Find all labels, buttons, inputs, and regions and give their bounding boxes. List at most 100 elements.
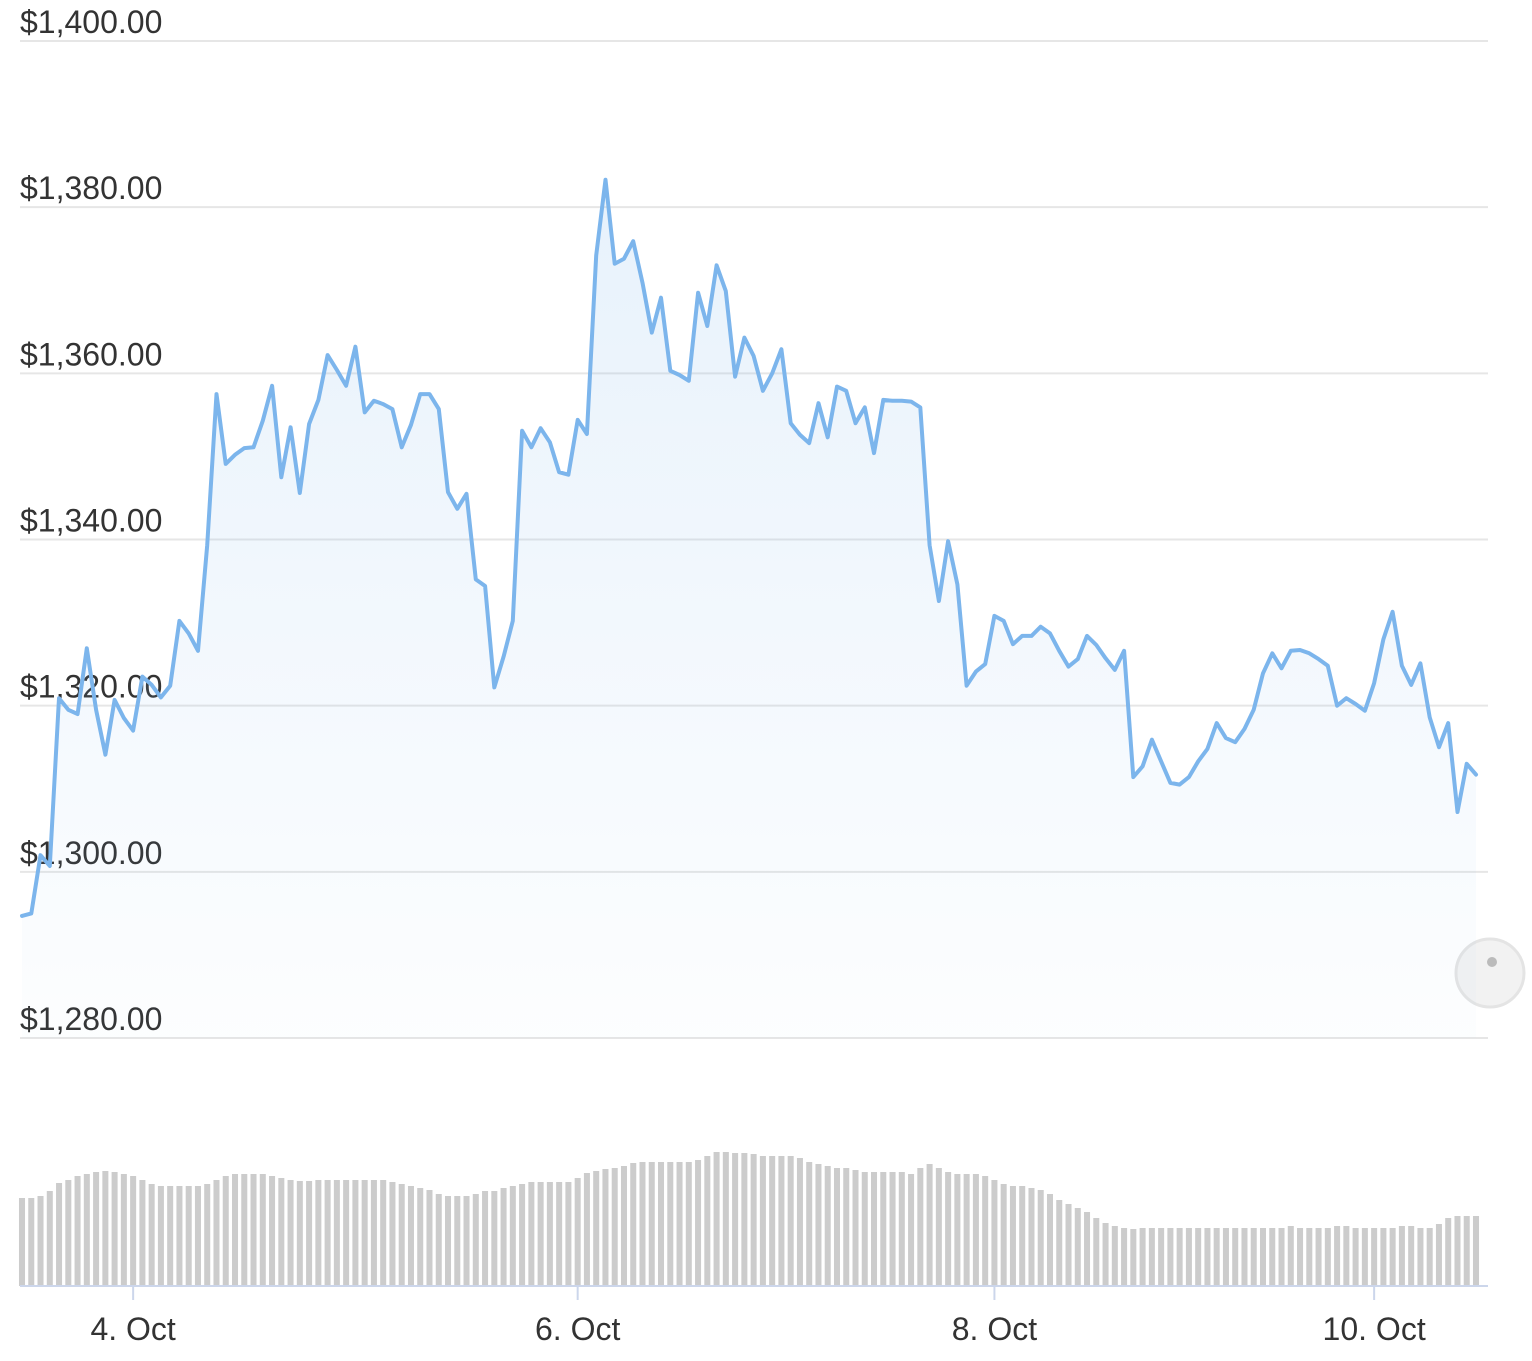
volume-bar (1417, 1228, 1424, 1286)
volume-bar (648, 1162, 655, 1286)
volume-bar (74, 1176, 81, 1286)
volume-bar (241, 1174, 248, 1286)
volume-bar (583, 1173, 590, 1286)
volume-bar (667, 1162, 674, 1286)
volume-bar (806, 1162, 813, 1286)
volume-bar (445, 1196, 452, 1286)
volume-bar (1408, 1226, 1415, 1286)
volume-bar (546, 1182, 553, 1286)
volume-bar (741, 1153, 748, 1286)
volume-bar (398, 1184, 405, 1286)
volume-bar (1278, 1228, 1285, 1286)
volume-bar (1074, 1208, 1081, 1286)
volume-bar (815, 1164, 822, 1286)
volume-bar (704, 1156, 711, 1286)
volume-bar (204, 1184, 211, 1286)
volume-bar (1334, 1226, 1341, 1286)
volume-bar (871, 1172, 878, 1286)
volume-bar (343, 1180, 350, 1286)
volume-bar (93, 1172, 100, 1286)
price-line (20, 177, 1478, 918)
volume-bar (157, 1186, 164, 1286)
volume-bar (1241, 1228, 1248, 1286)
volume-bar (1352, 1228, 1359, 1286)
volume-bar (1102, 1223, 1109, 1286)
volume-bar (1324, 1228, 1331, 1286)
volume-bar (472, 1194, 479, 1286)
volume-bar (389, 1182, 396, 1286)
volume-bar (1297, 1228, 1304, 1286)
volume-bar (130, 1176, 137, 1286)
volume-bar (880, 1172, 887, 1286)
volume-bar (759, 1156, 766, 1286)
volume-bar (231, 1174, 239, 1286)
volume-bar (695, 1160, 702, 1286)
volume-bar (1398, 1226, 1405, 1286)
volume-bar (18, 1198, 26, 1286)
volume-bar (1371, 1228, 1378, 1286)
volume-bar (528, 1182, 535, 1286)
volume-bar (1019, 1186, 1026, 1286)
volume-bar (750, 1154, 757, 1286)
volume-bar (407, 1186, 414, 1286)
volume-bar (361, 1180, 368, 1286)
volume-bar (1121, 1228, 1128, 1286)
volume-bar (1435, 1224, 1442, 1286)
volume-bar (1250, 1228, 1257, 1286)
volume-bar (852, 1170, 859, 1286)
volume-bar (713, 1152, 720, 1286)
volume-bar (1463, 1216, 1470, 1286)
volume-bar (935, 1168, 942, 1286)
volume-bar (1148, 1228, 1155, 1286)
volume-bar (1139, 1228, 1146, 1286)
x-tick-label: 10. Oct (1323, 1311, 1426, 1347)
volume-bar (333, 1180, 340, 1286)
volume-bar (167, 1186, 174, 1286)
volume-bar (1259, 1228, 1267, 1286)
volume-bar (1158, 1228, 1165, 1286)
volume-bar (1287, 1226, 1294, 1286)
volume-bar (56, 1183, 63, 1286)
volume-bar (908, 1174, 915, 1286)
volume-bar (1380, 1228, 1387, 1286)
volume-bar (148, 1184, 155, 1286)
volume-bar (102, 1171, 109, 1286)
volume-bar (1472, 1216, 1480, 1286)
volume-bar (482, 1191, 489, 1286)
volume-bar (139, 1180, 146, 1286)
volume-bar (889, 1172, 896, 1286)
x-tick-label: 6. Oct (535, 1311, 620, 1347)
volume-bar (537, 1182, 544, 1286)
volume-bar (639, 1162, 646, 1286)
volume-bar (1204, 1228, 1211, 1286)
volume-bar (1232, 1228, 1239, 1286)
volume-bar (1389, 1228, 1396, 1286)
area (22, 179, 1476, 1038)
volume-bar (315, 1180, 322, 1286)
volume-bar (620, 1166, 627, 1286)
volume-bar (556, 1182, 563, 1286)
volume-bar (778, 1156, 785, 1286)
volume-bar (898, 1172, 905, 1286)
volume-bar (1454, 1216, 1461, 1286)
volume-bar (1093, 1218, 1100, 1286)
volume-bar (917, 1168, 924, 1286)
volume-bar (1213, 1228, 1220, 1286)
volume-bar (658, 1162, 665, 1286)
volume-bar (1445, 1218, 1452, 1286)
volume-bar (463, 1196, 470, 1286)
volume-bar (769, 1156, 776, 1286)
volume-bar (324, 1180, 331, 1286)
volume-bar (306, 1181, 313, 1286)
volume-bar (296, 1181, 303, 1286)
volume-bar (28, 1198, 35, 1286)
volume-bar (222, 1176, 229, 1286)
volume-bar (259, 1174, 266, 1286)
volume-bar (380, 1180, 387, 1286)
volume-bar (111, 1172, 118, 1286)
volume-bar (1130, 1229, 1137, 1286)
volume-bar (843, 1168, 850, 1286)
volume-bar (1000, 1184, 1007, 1286)
volume-bar (250, 1174, 257, 1286)
